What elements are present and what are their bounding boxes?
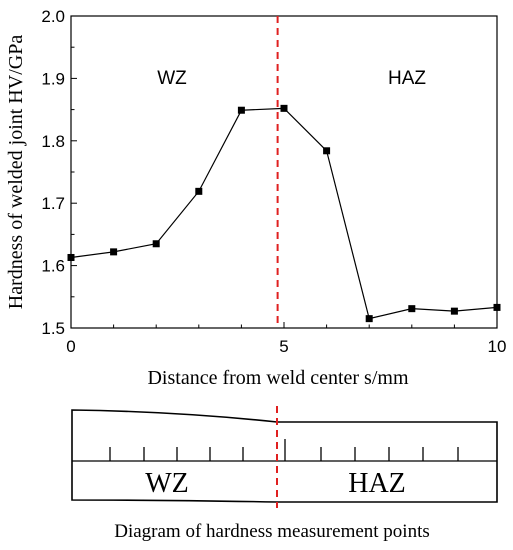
y-tick-label: 1.9 [41,69,65,88]
hardness-data-points [67,104,501,323]
y-tick-labels: 1.5 1.6 1.7 1.8 1.9 2.0 [41,7,65,338]
data-point [152,240,160,248]
data-point [408,305,416,313]
region-label-haz: HAZ [388,68,426,89]
x-tick-labels: 0 5 10 [66,337,506,356]
weld-plate-outline [71,409,498,503]
axis-ticks [70,15,498,329]
measurement-tick-marks [109,439,459,461]
data-point [280,104,288,112]
plot-frame [70,15,498,329]
data-point [450,307,458,315]
x-axis-label: Distance from weld center s/mm [147,367,408,389]
data-point [110,248,118,256]
data-point [365,315,373,323]
y-tick-label: 1.6 [41,257,65,276]
y-axis-label: Hardness of welded joint HV/GPa [5,35,27,310]
measurement-diagram: WZ HAZ Diagram of hardness measurement p… [71,406,498,542]
y-tick-label: 1.8 [41,132,65,151]
data-point [195,187,203,195]
hardness-chart: 1.5 1.6 1.7 1.8 1.9 2.0 0 5 10 WZ HAZ Distance … [5,7,506,389]
x-tick-label: 5 [279,337,288,356]
hardness-series-line [70,107,498,320]
data-point [323,147,331,155]
region-label-wz: WZ [157,68,187,89]
diagram-label-haz: HAZ [348,468,406,499]
x-tick-label: 0 [66,337,75,356]
diagram-label-wz: WZ [145,468,189,499]
data-point [237,106,245,114]
y-tick-label: 2.0 [41,7,65,26]
x-tick-label: 10 [488,337,507,356]
diagram-caption: Diagram of hardness measurement points [114,521,430,542]
data-point [493,303,501,311]
y-tick-label: 1.7 [41,194,65,213]
y-tick-label: 1.5 [41,319,65,338]
data-point [67,253,75,261]
